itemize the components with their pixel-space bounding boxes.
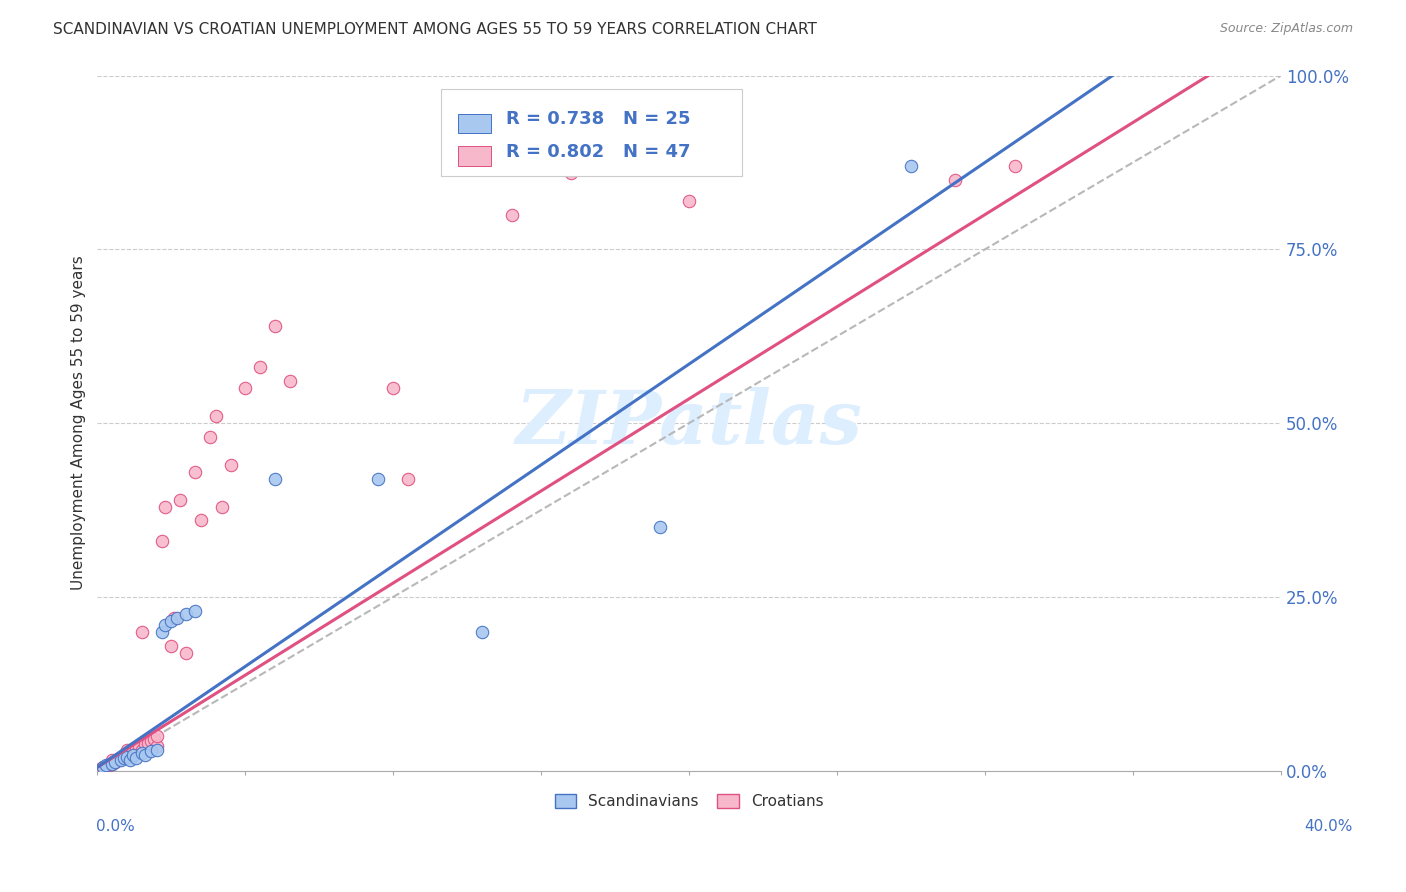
Point: [142, 732, 165, 747]
Point: [110, 753, 132, 767]
Point: [211, 500, 233, 514]
Point: [104, 756, 127, 770]
Point: [131, 743, 153, 757]
Point: [134, 737, 156, 751]
Point: [115, 749, 138, 764]
Text: SCANDINAVIAN VS CROATIAN UNEMPLOYMENT AMONG AGES 55 TO 59 YEARS CORRELATION CHAR: SCANDINAVIAN VS CROATIAN UNEMPLOYMENT AM…: [53, 22, 817, 37]
Point: [160, 639, 183, 653]
Text: 0.0%: 0.0%: [96, 820, 135, 834]
FancyBboxPatch shape: [458, 114, 492, 133]
Point: [91, 760, 114, 774]
Point: [125, 741, 148, 756]
Point: [945, 173, 967, 187]
Point: [382, 381, 405, 395]
Point: [278, 375, 301, 389]
Point: [139, 744, 162, 758]
Point: [163, 611, 186, 625]
Text: R = 0.802   N = 47: R = 0.802 N = 47: [506, 143, 690, 161]
Point: [184, 465, 207, 479]
Point: [145, 739, 167, 754]
Point: [169, 492, 191, 507]
Point: [367, 472, 389, 486]
Point: [174, 646, 197, 660]
Text: ZIPatlas: ZIPatlas: [516, 387, 863, 459]
Point: [121, 744, 143, 758]
Point: [471, 624, 494, 639]
Point: [118, 747, 141, 761]
Point: [198, 430, 221, 444]
FancyBboxPatch shape: [458, 146, 492, 166]
Point: [184, 604, 207, 618]
Point: [174, 607, 197, 622]
Point: [128, 739, 150, 754]
Point: [152, 624, 174, 639]
Point: [131, 624, 153, 639]
Point: [96, 759, 118, 773]
Point: [115, 748, 138, 763]
Point: [1004, 159, 1026, 173]
Point: [112, 749, 135, 764]
Point: [101, 756, 124, 771]
Point: [160, 614, 183, 628]
Point: [89, 762, 111, 776]
Point: [110, 751, 132, 765]
Point: [121, 748, 143, 763]
Point: [155, 617, 177, 632]
Point: [560, 166, 582, 180]
Point: [648, 520, 671, 534]
Point: [900, 159, 922, 173]
FancyBboxPatch shape: [440, 89, 742, 177]
Point: [118, 753, 141, 767]
Point: [101, 756, 124, 771]
Point: [125, 751, 148, 765]
Point: [131, 747, 153, 761]
Point: [166, 611, 188, 625]
Point: [145, 729, 167, 743]
Point: [264, 318, 287, 333]
Legend: Scandinavians, Croatians: Scandinavians, Croatians: [548, 788, 830, 815]
Point: [152, 534, 174, 549]
Point: [136, 736, 159, 750]
Text: R = 0.738   N = 25: R = 0.738 N = 25: [506, 111, 690, 128]
Point: [98, 758, 121, 772]
Point: [396, 472, 419, 486]
Text: 40.0%: 40.0%: [1305, 820, 1353, 834]
Y-axis label: Unemployment Among Ages 55 to 59 years: Unemployment Among Ages 55 to 59 years: [72, 256, 86, 591]
Point: [101, 753, 124, 767]
Point: [155, 500, 177, 514]
Point: [91, 760, 114, 774]
Point: [219, 458, 242, 472]
Text: Source: ZipAtlas.com: Source: ZipAtlas.com: [1219, 22, 1353, 36]
Point: [139, 734, 162, 748]
Point: [107, 753, 129, 767]
Point: [501, 208, 523, 222]
Point: [96, 758, 118, 772]
Point: [190, 513, 212, 527]
Point: [104, 756, 127, 770]
Point: [233, 381, 256, 395]
Point: [264, 472, 287, 486]
Point: [134, 748, 156, 763]
Point: [115, 743, 138, 757]
Point: [145, 743, 167, 757]
Point: [249, 360, 271, 375]
Point: [678, 194, 700, 208]
Point: [204, 409, 226, 424]
Point: [112, 751, 135, 765]
